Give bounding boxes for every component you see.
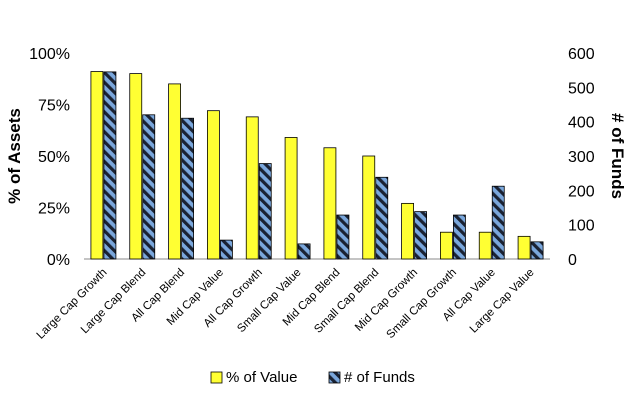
bar-pct-value xyxy=(90,71,104,260)
y-right-tick-label: 300 xyxy=(568,149,595,166)
y-left-tick-label: 25% xyxy=(38,201,70,218)
y-left-tick-label: 75% xyxy=(38,98,70,115)
bar-num-funds xyxy=(336,214,350,260)
bar-pct-value xyxy=(401,202,414,260)
bar-num-funds xyxy=(491,185,505,260)
bar-num-funds xyxy=(220,239,233,260)
bar-num-funds xyxy=(258,163,272,260)
legend-swatch-pct-value xyxy=(210,371,223,384)
y-right-tick-label: 400 xyxy=(568,115,595,132)
bar-num-funds xyxy=(375,176,389,260)
bar-pct-value xyxy=(168,83,181,260)
bar-pct-value xyxy=(284,137,298,260)
bar-pct-value xyxy=(362,155,376,260)
bar-pct-value xyxy=(478,231,492,260)
legend-label-pct-value: % of Value xyxy=(226,369,297,386)
y-right-tick-label: 200 xyxy=(568,183,595,200)
bar-pct-value xyxy=(440,231,453,260)
bar-pct-value xyxy=(129,73,143,260)
y-left-tick-label: 100% xyxy=(29,46,70,63)
y-left-axis-title: % of Assets xyxy=(5,108,24,204)
y-left-tick-label: 50% xyxy=(38,149,70,166)
x-category-label: Large Cap Growth xyxy=(35,267,110,342)
legend-swatch-num-funds xyxy=(328,371,341,384)
y-right-tick-label: 100 xyxy=(568,218,595,235)
bar-pct-value xyxy=(207,110,220,260)
legend-label-num-funds: # of Funds xyxy=(344,369,415,386)
bar-num-funds xyxy=(453,214,466,260)
bar-num-funds xyxy=(414,211,427,260)
bar-pct-value xyxy=(517,235,531,260)
y-right-tick-label: 600 xyxy=(568,46,595,63)
bar-num-funds xyxy=(103,71,117,260)
x-category-label: Small Cap Growth xyxy=(385,267,459,341)
bar-pct-value xyxy=(245,116,259,260)
y-right-axis-title: # of Funds xyxy=(608,113,627,199)
bar-num-funds xyxy=(297,243,311,260)
y-right-tick-label: 0 xyxy=(568,252,577,269)
bar-num-funds xyxy=(181,117,194,260)
bar-pct-value xyxy=(323,147,337,260)
y-right-tick-label: 500 xyxy=(568,80,595,97)
bar-num-funds xyxy=(530,241,544,260)
y-left-tick-label: 0% xyxy=(47,252,70,269)
bar-num-funds xyxy=(142,114,156,260)
